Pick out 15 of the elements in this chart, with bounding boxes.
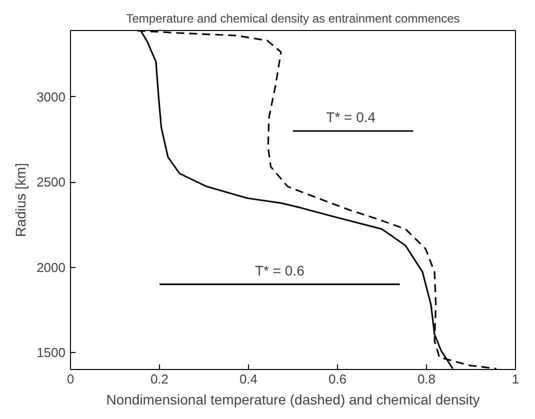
y-tick-label: 2500 <box>36 174 66 190</box>
y-tick-label: 2000 <box>36 260 66 275</box>
y-axis-title: Radius [km] <box>12 163 29 237</box>
y-tick-label: 1500 <box>36 344 66 360</box>
chart-title: Temperature and chemical density as entrainment commences <box>126 12 460 26</box>
x-tick-label: 0.8 <box>417 372 436 386</box>
annotation: T* = 0.6 <box>254 262 305 278</box>
x-axis-title: Nondimensional temperature (dashed) and chemical density <box>106 392 480 408</box>
x-tick-label: 0.6 <box>328 372 347 386</box>
x-tick-label: 0.4 <box>239 372 258 386</box>
x-tick-label: 0.2 <box>150 372 169 386</box>
annotation: T* = 0.4 <box>326 109 376 126</box>
x-tick-label: 0 <box>66 372 74 386</box>
y-tick-label: 3000 <box>36 89 66 104</box>
x-tick-label: 1 <box>512 372 520 386</box>
